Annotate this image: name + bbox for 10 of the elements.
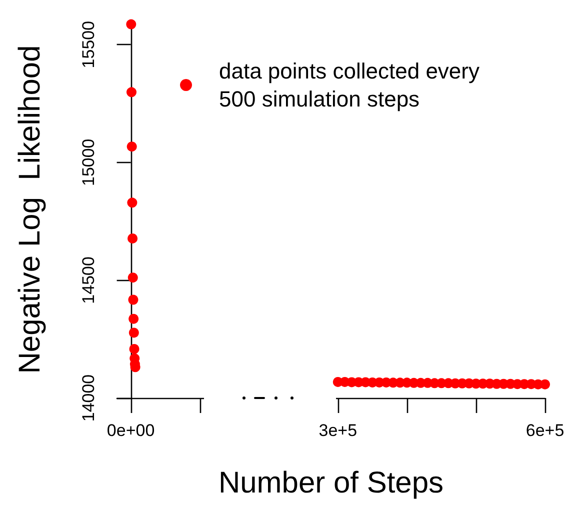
x-tick-label: 6e+5	[526, 421, 564, 440]
legend-label: data points collected every 500 simulation steps	[219, 58, 486, 112]
y-tick-label: 15500	[79, 20, 98, 68]
x-tick-label: 3e+5	[318, 421, 358, 440]
y-axis-title: Negative Log Likelihood	[14, 45, 46, 374]
x-tick-label: 0e+00	[106, 421, 155, 440]
x-axis-title: Number of Steps	[218, 466, 444, 500]
y-tick-label: 15000	[79, 138, 98, 186]
y-tick-label: 14500	[79, 256, 98, 304]
y-tick-label: 14000	[79, 374, 98, 422]
